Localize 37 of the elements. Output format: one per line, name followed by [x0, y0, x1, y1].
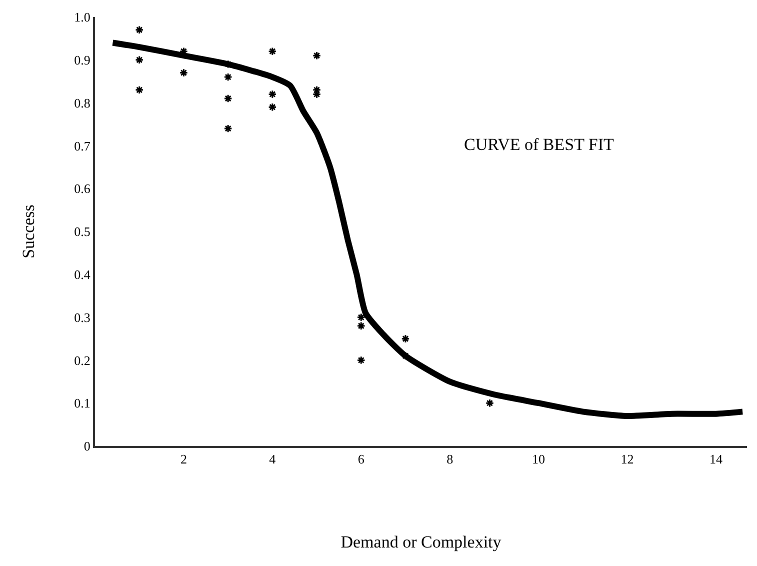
y-tick-label: 0.5: [74, 224, 90, 240]
point: [224, 72, 232, 82]
point: [485, 398, 494, 408]
x-tick-label: 4: [269, 452, 276, 467]
point: [224, 124, 232, 133]
point: [268, 46, 277, 56]
annotation: CURVE of BEST FIT: [464, 135, 615, 154]
point: [135, 86, 144, 94]
point: [224, 94, 232, 103]
point: [135, 56, 144, 64]
x-tick-label: 2: [180, 452, 187, 467]
y-tick-label: 0.2: [74, 352, 90, 368]
point: [356, 312, 366, 322]
x-tick-label: 12: [620, 452, 634, 467]
y-tick-label: 0.9: [74, 52, 90, 68]
point: [268, 102, 277, 112]
y-tick-label: 0.4: [74, 266, 91, 282]
point: [312, 51, 322, 60]
point: [401, 334, 410, 344]
y-tick-label: 0.7: [74, 138, 91, 154]
y-tick-label: 0.6: [74, 181, 91, 196]
y-tick-label: 1.0: [74, 10, 90, 25]
y-axis-title: Success: [19, 204, 38, 258]
point: [135, 26, 144, 34]
y-tick-label: 0.1: [74, 396, 90, 411]
point: [179, 68, 188, 78]
x-tick-label: 8: [446, 452, 454, 467]
y-tick-label: 0: [84, 438, 90, 454]
point: [268, 90, 277, 99]
x-tick-label: 14: [709, 452, 723, 467]
x-tick-label: 10: [532, 452, 546, 467]
point: [356, 322, 366, 330]
y-tick-label: 0.8: [74, 95, 90, 110]
y-tick-label: 0.3: [74, 310, 90, 325]
point: [356, 356, 366, 365]
x-tick-label: 6: [358, 452, 365, 467]
x-axis-title: Demand or Complexity: [340, 532, 502, 552]
